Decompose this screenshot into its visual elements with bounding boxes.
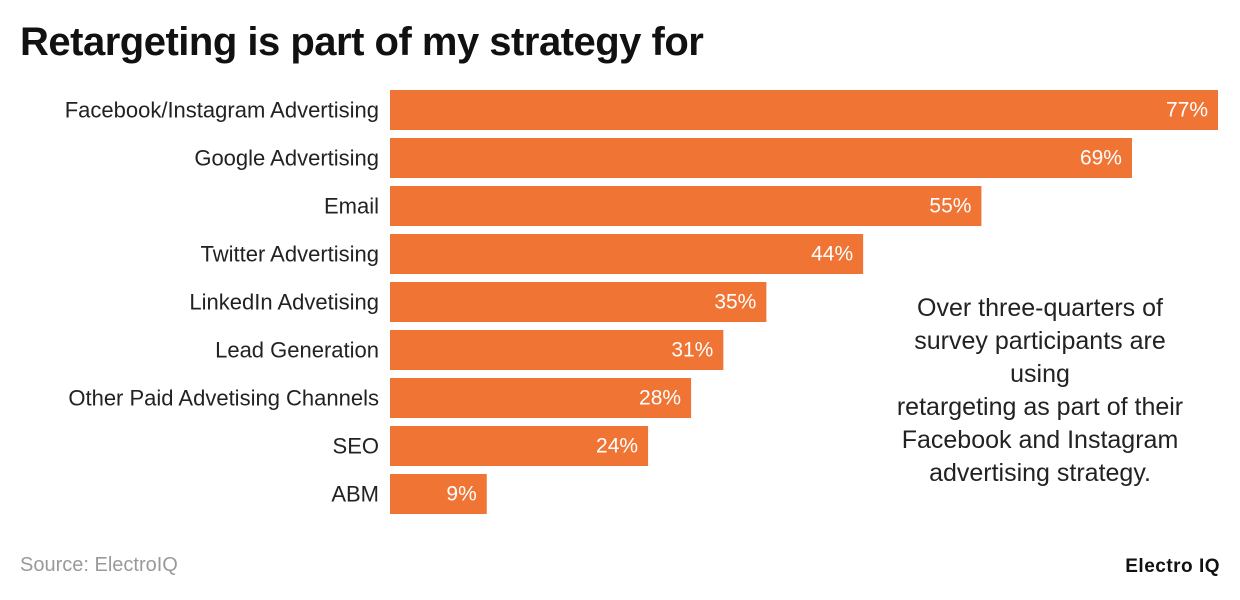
category-label: Email	[324, 194, 379, 219]
value-label: 24%	[596, 435, 638, 458]
bar	[390, 330, 724, 370]
annotation-line: Facebook and Instagram	[901, 426, 1179, 454]
value-label: 69%	[1080, 147, 1122, 170]
brand-logo: Electro IQ	[1125, 556, 1220, 577]
bar	[390, 378, 692, 418]
value-label: 35%	[714, 291, 756, 314]
category-label: Google Advertising	[194, 146, 379, 171]
annotation-text: Over three-quarters of survey participan…	[860, 292, 1220, 490]
value-label: 31%	[671, 339, 713, 362]
category-label: SEO	[333, 434, 379, 459]
bar	[390, 282, 767, 322]
category-label: Facebook/Instagram Advertising	[65, 98, 379, 123]
category-label: Other Paid Advetising Channels	[68, 386, 379, 411]
bar	[390, 474, 487, 514]
value-label: 28%	[639, 387, 681, 410]
annotation-line: retargeting as part of their	[896, 393, 1184, 421]
annotation-line: using	[1010, 360, 1070, 388]
annotation-line: Over three-quarters of	[917, 294, 1163, 322]
annotation-line: survey participants are	[914, 327, 1166, 355]
category-label: Twitter Advertising	[200, 242, 379, 267]
value-label: 77%	[1166, 99, 1208, 122]
bar	[390, 90, 1218, 130]
category-label: ABM	[331, 482, 379, 507]
source-text: Source: ElectroIQ	[20, 554, 178, 576]
value-label: 9%	[446, 483, 476, 506]
value-label: 55%	[929, 195, 971, 218]
value-label: 44%	[811, 243, 853, 266]
chart-title: Retargeting is part of my strategy for	[20, 20, 704, 64]
bar	[390, 138, 1132, 178]
annotation-line: advertising strategy.	[929, 459, 1151, 487]
category-label: Lead Generation	[215, 338, 379, 363]
bar	[390, 426, 649, 466]
bar	[390, 234, 864, 274]
category-label: LinkedIn Advetising	[189, 290, 379, 315]
bar	[390, 186, 982, 226]
